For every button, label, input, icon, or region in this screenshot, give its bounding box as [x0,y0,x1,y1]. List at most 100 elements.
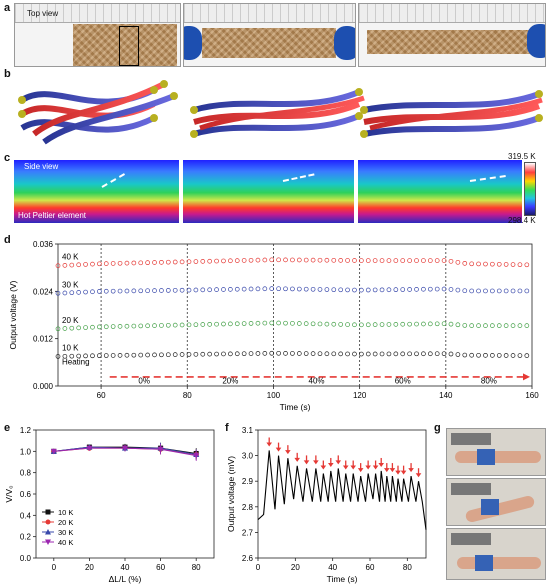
data-point [448,258,454,264]
data-point [55,326,61,332]
x-tick-label: 80 [192,563,201,572]
data-point [228,321,233,327]
data-point [90,289,95,295]
data-point [517,323,523,329]
data-point [97,261,102,267]
data-point [214,321,219,327]
data-point [414,321,419,327]
data-point [324,351,330,357]
data-point [103,261,109,266]
data-point [517,353,523,358]
heating-label: Heating [62,357,90,366]
data-point [490,353,495,358]
data-point [483,288,488,294]
data-point [62,326,68,331]
data-point [414,258,419,263]
data-point [138,260,144,266]
legend-label: 10 K [58,508,73,517]
data-point [255,257,261,263]
data-point [131,352,137,358]
data-point [193,351,199,357]
peak-arrow-head [372,465,379,470]
voltage-trace [257,450,427,530]
y-tick-label: 0.6 [20,490,32,499]
data-point [469,352,475,358]
data-point [414,287,419,292]
data-point [359,322,364,328]
data-point [124,288,130,294]
data-point [110,353,116,358]
peak-arrow-head [395,470,401,475]
x-tick-label: 100 [267,391,281,400]
data-point [269,257,275,263]
x-tick-label: 0 [52,563,57,572]
series-30-k [55,286,530,296]
top-view-caption: Top view [27,9,59,18]
x-tick-label: 40 [328,563,337,572]
y-axis-label: V/V₀ [4,485,14,503]
data-point [193,287,199,293]
data-point [296,286,302,292]
panel-label-c: c [4,152,11,164]
data-point [317,287,323,292]
data-point [97,289,102,294]
data-point [503,323,509,329]
peak-arrow-head [320,465,327,470]
y-tick-label: 2.8 [242,503,254,512]
sleeve [475,555,493,571]
x-axis-label: Time (s) [280,402,311,412]
equipment [451,533,491,545]
panel-label-d: d [4,234,11,246]
x-tick-label: 120 [353,391,367,400]
series-40-k [55,257,530,269]
y-tick-label: 2.6 [242,554,254,563]
data-point [50,448,57,455]
data-point [157,446,164,453]
data-point [90,261,95,267]
peak-arrow-head [400,470,407,475]
data-point [372,322,378,327]
selection-box [119,26,139,66]
data-point [145,352,150,358]
data-point [214,258,219,264]
data-point [317,257,323,263]
chart-normalized-voltage-vs-strain: 0.0 0.2 0.4 0.6 0.8 1.0 1.2 0 20 40 60 80 ΔL/L (%) V/… [4,426,215,584]
data-point [517,288,523,294]
data-point [290,351,295,356]
data-point [207,287,213,293]
data-point [248,351,254,356]
data-point [427,286,433,292]
data-point [276,286,281,292]
data-point [179,259,185,265]
strain-label: 40% [309,377,325,386]
data-point [365,287,371,293]
data-point [338,322,344,327]
ruler [184,4,355,23]
data-point [186,322,192,328]
data-point [117,353,123,358]
data-point [193,259,199,264]
data-point [317,321,323,327]
data-point [248,286,254,292]
data-point [283,257,288,263]
data-point [393,322,399,327]
data-point [283,286,288,292]
data-point [248,257,254,263]
data-point [393,351,399,357]
peak-arrow-head [378,462,384,467]
peak-arrow-head [350,465,356,470]
data-point [379,322,385,327]
y-tick-label: 0.000 [33,382,54,391]
data-point [310,286,316,292]
data-point [483,323,488,329]
data-point [186,259,192,265]
data-point [338,351,344,357]
arm [457,557,541,569]
knitted-fabric [202,28,336,58]
data-point [90,324,95,330]
data-point [476,288,481,294]
y-tick-label: 2.9 [242,477,254,486]
data-point [122,445,128,452]
data-point [310,257,316,263]
data-point [214,287,219,292]
